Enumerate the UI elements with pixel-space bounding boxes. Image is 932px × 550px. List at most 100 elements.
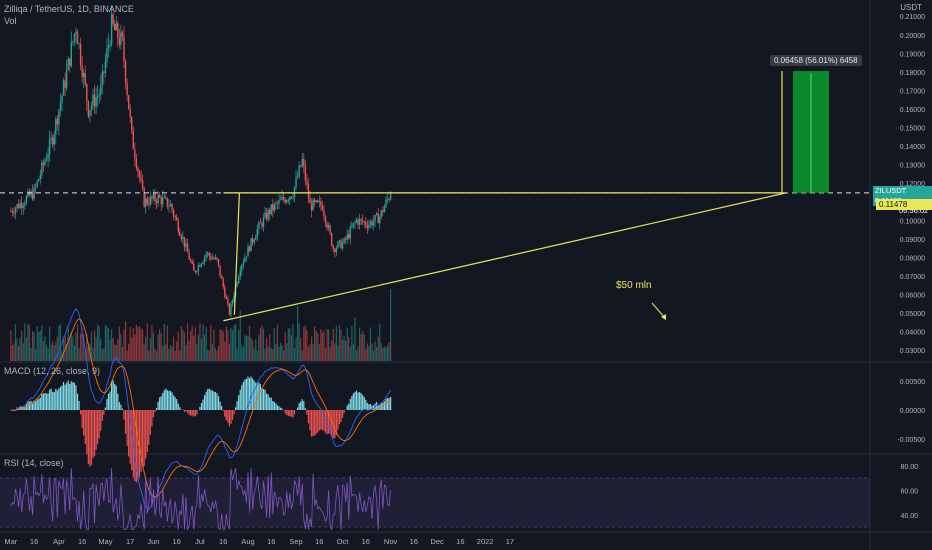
candle-body-128 bbox=[208, 253, 210, 257]
volume-bar-163 bbox=[262, 328, 265, 361]
price-tick-14: 0.07000 bbox=[900, 274, 925, 281]
volume-bar-73 bbox=[123, 329, 125, 361]
candle-body-63 bbox=[107, 45, 110, 49]
volume-bar-135 bbox=[219, 329, 221, 361]
candle-body-34 bbox=[62, 80, 65, 96]
candle-body-223 bbox=[355, 219, 358, 223]
volume-bar-65 bbox=[111, 328, 113, 361]
candle-body-61 bbox=[104, 61, 107, 74]
volume-bar-1 bbox=[11, 345, 13, 361]
volume-bar-123 bbox=[200, 339, 203, 361]
macd-bar-158 bbox=[255, 382, 257, 410]
macd-bar-57 bbox=[98, 410, 100, 439]
macd-bar-137 bbox=[222, 410, 224, 411]
time-tick-15: 16 bbox=[362, 537, 370, 546]
candle-body-168 bbox=[270, 204, 272, 214]
macd-bar-130 bbox=[211, 390, 213, 410]
macd-bar-166 bbox=[267, 394, 269, 410]
macd-bar-118 bbox=[193, 410, 195, 417]
macd-bar-224 bbox=[357, 392, 359, 410]
macd-bar-233 bbox=[371, 405, 373, 410]
volume-bar-71 bbox=[120, 333, 122, 361]
macd-bar-135 bbox=[219, 401, 221, 410]
signal-line bbox=[10, 318, 391, 498]
volume-annotation: $50 mln bbox=[616, 280, 652, 291]
macd-bar-109 bbox=[179, 407, 181, 410]
candle-body-22 bbox=[44, 160, 46, 165]
candle-body-231 bbox=[368, 225, 370, 228]
macd-bar-6 bbox=[19, 405, 21, 410]
macd-bar-171 bbox=[275, 403, 277, 410]
macd-bar-33 bbox=[61, 385, 63, 410]
volume-bar-29 bbox=[55, 341, 57, 361]
macd-bar-215 bbox=[343, 410, 345, 414]
macd-bar-145 bbox=[235, 407, 237, 410]
candle-body-67 bbox=[114, 24, 116, 31]
macd-bar-22 bbox=[44, 392, 46, 410]
macd-bar-88 bbox=[146, 410, 148, 453]
macd-bar-37 bbox=[67, 380, 69, 410]
volume-bar-92 bbox=[152, 332, 155, 361]
volume-bar-184 bbox=[295, 337, 297, 361]
candle-body-219 bbox=[349, 226, 351, 239]
time-tick-8: Jul bbox=[195, 537, 205, 546]
candle-body-206 bbox=[329, 225, 331, 234]
volume-bar-52 bbox=[90, 331, 93, 361]
macd-bar-209 bbox=[334, 410, 336, 439]
macd-bar-199 bbox=[318, 410, 320, 431]
macd-bar-12 bbox=[28, 401, 31, 410]
candle-body-80 bbox=[134, 149, 136, 159]
volume-bar-14 bbox=[31, 331, 34, 361]
volume-bar-157 bbox=[253, 348, 255, 361]
candle-body-44 bbox=[78, 43, 80, 45]
annotation-arrowhead bbox=[661, 314, 666, 320]
volume-bar-221 bbox=[352, 344, 354, 361]
candle-body-244 bbox=[388, 199, 390, 200]
macd-bar-83 bbox=[138, 410, 141, 478]
macd-bar-210 bbox=[335, 410, 337, 436]
macd-bar-78 bbox=[131, 410, 133, 471]
volume-bar-26 bbox=[50, 344, 52, 361]
macd-bar-42 bbox=[75, 385, 77, 410]
candle-body-154 bbox=[248, 246, 251, 252]
volume-bar-84 bbox=[140, 328, 142, 361]
macd-bar-193 bbox=[309, 410, 311, 431]
volume-bar-237 bbox=[377, 336, 379, 361]
macd-bar-183 bbox=[293, 410, 296, 415]
symbol-tag: ZILUSDT bbox=[875, 186, 907, 195]
candle-body-41 bbox=[73, 33, 76, 42]
volume-bar-47 bbox=[83, 334, 85, 361]
candle-body-174 bbox=[279, 199, 282, 201]
macd-bar-174 bbox=[279, 407, 282, 410]
macd-bar-213 bbox=[340, 410, 342, 423]
macd-bar-56 bbox=[97, 410, 99, 444]
macd-bar-27 bbox=[52, 391, 54, 410]
candle-body-114 bbox=[186, 243, 189, 253]
volume-bar-151 bbox=[244, 334, 246, 361]
candle-body-78 bbox=[131, 117, 133, 131]
candle-body-33 bbox=[61, 95, 63, 103]
volume-bar-130 bbox=[211, 344, 213, 361]
candle-body-94 bbox=[155, 200, 158, 204]
time-tick-17: 16 bbox=[410, 537, 418, 546]
volume-bar-223 bbox=[355, 350, 358, 361]
volume-bar-173 bbox=[278, 346, 280, 361]
macd-bar-30 bbox=[56, 390, 58, 410]
candle-body-222 bbox=[354, 222, 356, 224]
volume-bar-98 bbox=[162, 345, 164, 361]
macd-bar-197 bbox=[315, 410, 317, 434]
volume-bar-142 bbox=[230, 328, 232, 361]
candle-body-105 bbox=[172, 210, 175, 216]
candle-body-175 bbox=[281, 197, 283, 200]
macd-bar-76 bbox=[128, 410, 130, 457]
volume-bar-235 bbox=[374, 341, 376, 361]
macd-bar-19 bbox=[39, 397, 41, 410]
candle-body-50 bbox=[87, 101, 90, 117]
macd-bar-82 bbox=[137, 410, 139, 481]
macd-bar-125 bbox=[204, 395, 206, 410]
macd-bar-219 bbox=[349, 399, 351, 410]
candle-body-59 bbox=[101, 71, 103, 85]
volume-bar-168 bbox=[270, 348, 272, 361]
